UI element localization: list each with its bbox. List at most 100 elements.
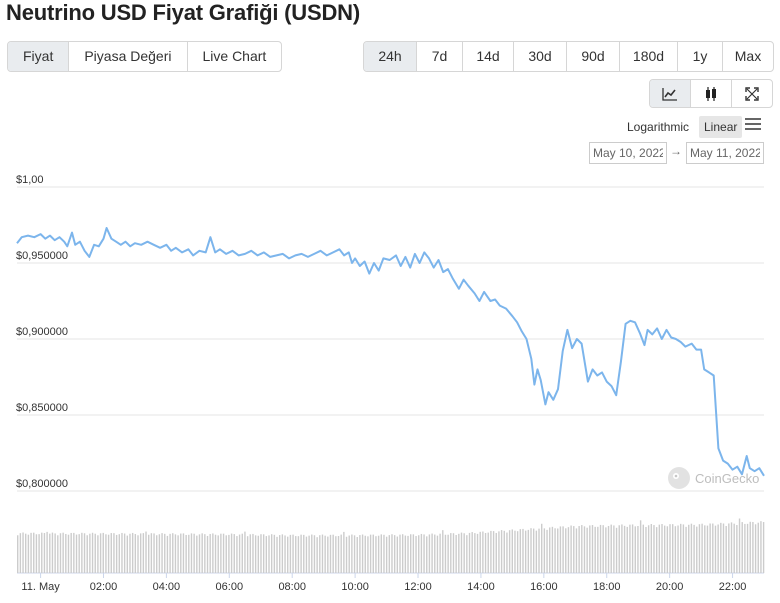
volume-bar (452, 533, 455, 573)
volume-bar (623, 525, 626, 573)
volume-bar (270, 534, 273, 573)
volume-bar (516, 531, 519, 573)
tab-price[interactable]: Fiyat (8, 42, 70, 71)
volume-bar (70, 532, 72, 573)
menu-icon[interactable] (745, 117, 761, 131)
volume-bar (22, 532, 24, 573)
volume-bar (73, 532, 75, 573)
range-14d[interactable]: 14d (463, 42, 514, 71)
date-from-input[interactable] (589, 142, 667, 164)
date-to-input[interactable] (686, 142, 764, 164)
candlestick-icon (706, 86, 716, 101)
volume-bar (38, 534, 40, 573)
volume-bar (279, 535, 281, 573)
tab-live-chart[interactable]: Live Chart (202, 48, 267, 64)
volume-bar (650, 524, 653, 573)
volume-bar (428, 534, 431, 573)
volume-bar (188, 534, 190, 573)
volume-bar (450, 533, 452, 573)
volume-bar (688, 524, 690, 573)
range-1y[interactable]: 1y (678, 42, 723, 71)
watermark-text: CoinGecko (695, 470, 760, 486)
volume-bar (701, 523, 703, 573)
volume-bar (690, 523, 693, 573)
tab-market-cap[interactable]: Piyasa Değeri (69, 42, 188, 71)
volume-bar (570, 525, 572, 573)
page-title: Neutrino USD Fiyat Grafiği (USDN) (6, 0, 360, 25)
y-tick-label: $0,850000 (16, 402, 68, 414)
volume-bar (260, 534, 262, 573)
volume-bar (262, 534, 265, 573)
volume-bar (206, 535, 209, 573)
expand-button[interactable] (732, 80, 772, 107)
time-range-selector: 24h 7d 14d 30d 90d 180d 1y Max (363, 41, 774, 72)
volume-bar (30, 532, 32, 573)
volume-bar (476, 533, 479, 573)
volume-bar (418, 535, 420, 573)
volume-bar (682, 524, 685, 573)
volume-bar (634, 526, 636, 573)
volume-bar (407, 535, 409, 573)
volume-bar (142, 533, 145, 573)
volume-bar (257, 535, 260, 573)
grid (17, 186, 764, 574)
volume-bar (102, 532, 104, 573)
price-chart[interactable]: $1,00 $0,950000 $0,900000 $0,850000 $0,80000… (0, 170, 780, 603)
x-tick-label: 04:00 (153, 581, 181, 593)
volume-bar (228, 534, 230, 573)
volume-bar (383, 534, 385, 573)
scale-linear-button[interactable]: Linear (699, 116, 743, 138)
volume-bar (99, 533, 102, 573)
volume-bar (722, 523, 725, 573)
range-90d[interactable]: 90d (567, 42, 620, 71)
range-30d[interactable]: 30d (514, 42, 567, 71)
volume-bar (546, 529, 548, 573)
range-7d[interactable]: 7d (417, 42, 463, 71)
volume-bar (538, 528, 540, 573)
volume-bar (292, 534, 294, 573)
volume-bar (463, 533, 465, 573)
volume-bar (479, 531, 481, 573)
volume-bar (198, 534, 201, 573)
volume-bar (423, 534, 425, 573)
volume-bar (177, 535, 179, 573)
volume-bar (589, 525, 591, 573)
volume-bar (359, 535, 361, 573)
range-24h[interactable]: 24h (364, 42, 417, 71)
volume-bar (736, 525, 738, 573)
volume-bar (543, 528, 546, 573)
volume-bar (246, 536, 249, 573)
scale-logarithmic-button[interactable]: Logarithmic (627, 120, 690, 134)
volume-bar (490, 530, 492, 573)
volume-bar (46, 531, 48, 573)
volume-bar (396, 536, 399, 573)
volume-bar (196, 535, 198, 573)
range-180d[interactable]: 180d (620, 42, 678, 71)
volume-bar (169, 533, 171, 573)
line-chart-button[interactable] (650, 80, 691, 107)
volume-bar (51, 532, 54, 573)
volume-bar (583, 526, 586, 573)
range-max[interactable]: Max (734, 48, 762, 64)
volume-bar (316, 537, 318, 573)
volume-bar (356, 537, 358, 573)
volume-bar (738, 518, 741, 573)
candlestick-button[interactable] (691, 80, 732, 107)
volume-bar (113, 533, 115, 573)
volume-bar (613, 525, 615, 573)
volume-bar (238, 534, 241, 573)
volume-bar (276, 536, 278, 573)
volume-bar (273, 534, 276, 573)
volume-bar (139, 533, 142, 573)
volume-bar (495, 532, 497, 573)
volume-bar (204, 534, 206, 573)
volume-bar (511, 529, 513, 573)
volume-bar (508, 530, 511, 573)
volume-bar (581, 525, 583, 573)
volume-bar (180, 533, 182, 573)
volume-bar (158, 534, 161, 573)
volume-bar (201, 533, 203, 573)
volume-bar (730, 522, 733, 573)
volume-bar (172, 533, 174, 573)
volume-bar (551, 526, 554, 573)
